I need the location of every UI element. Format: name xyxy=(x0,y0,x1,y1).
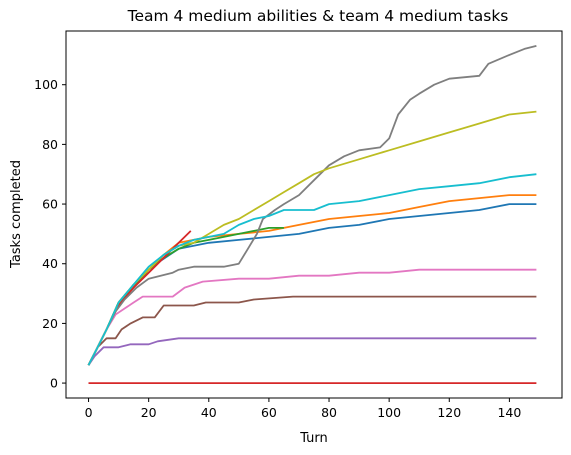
x-tick-label: 60 xyxy=(261,405,277,420)
x-tick-label: 100 xyxy=(377,405,401,420)
series-line-6 xyxy=(89,338,537,365)
y-tick-label: 100 xyxy=(34,77,58,92)
series-line-10 xyxy=(89,112,537,366)
series-line-3 xyxy=(89,228,284,365)
y-tick-label: 20 xyxy=(42,316,58,331)
x-tick-label: 120 xyxy=(437,405,461,420)
x-axis-label: Turn xyxy=(299,431,328,446)
y-tick-label: 0 xyxy=(50,376,58,391)
y-tick-label: 80 xyxy=(42,137,58,152)
y-tick-label: 60 xyxy=(42,197,58,212)
x-tick-label: 20 xyxy=(141,405,157,420)
y-axis-label: Tasks completed xyxy=(9,160,24,269)
x-tick-label: 140 xyxy=(497,405,521,420)
plot-lines xyxy=(89,46,537,383)
series-line-2 xyxy=(89,195,537,365)
x-tick-label: 80 xyxy=(321,405,337,420)
y-axis: 0 20 40 60 80 100 xyxy=(34,77,66,390)
y-tick-label: 40 xyxy=(42,256,58,271)
x-axis: 0 20 40 60 80 100 120 140 xyxy=(85,398,522,420)
plot-frame xyxy=(66,31,562,398)
x-tick-label: 0 xyxy=(85,405,93,420)
chart-title: Team 4 medium abilities & team 4 medium … xyxy=(127,7,509,25)
series-line-7 xyxy=(89,297,537,366)
x-tick-label: 40 xyxy=(201,405,217,420)
